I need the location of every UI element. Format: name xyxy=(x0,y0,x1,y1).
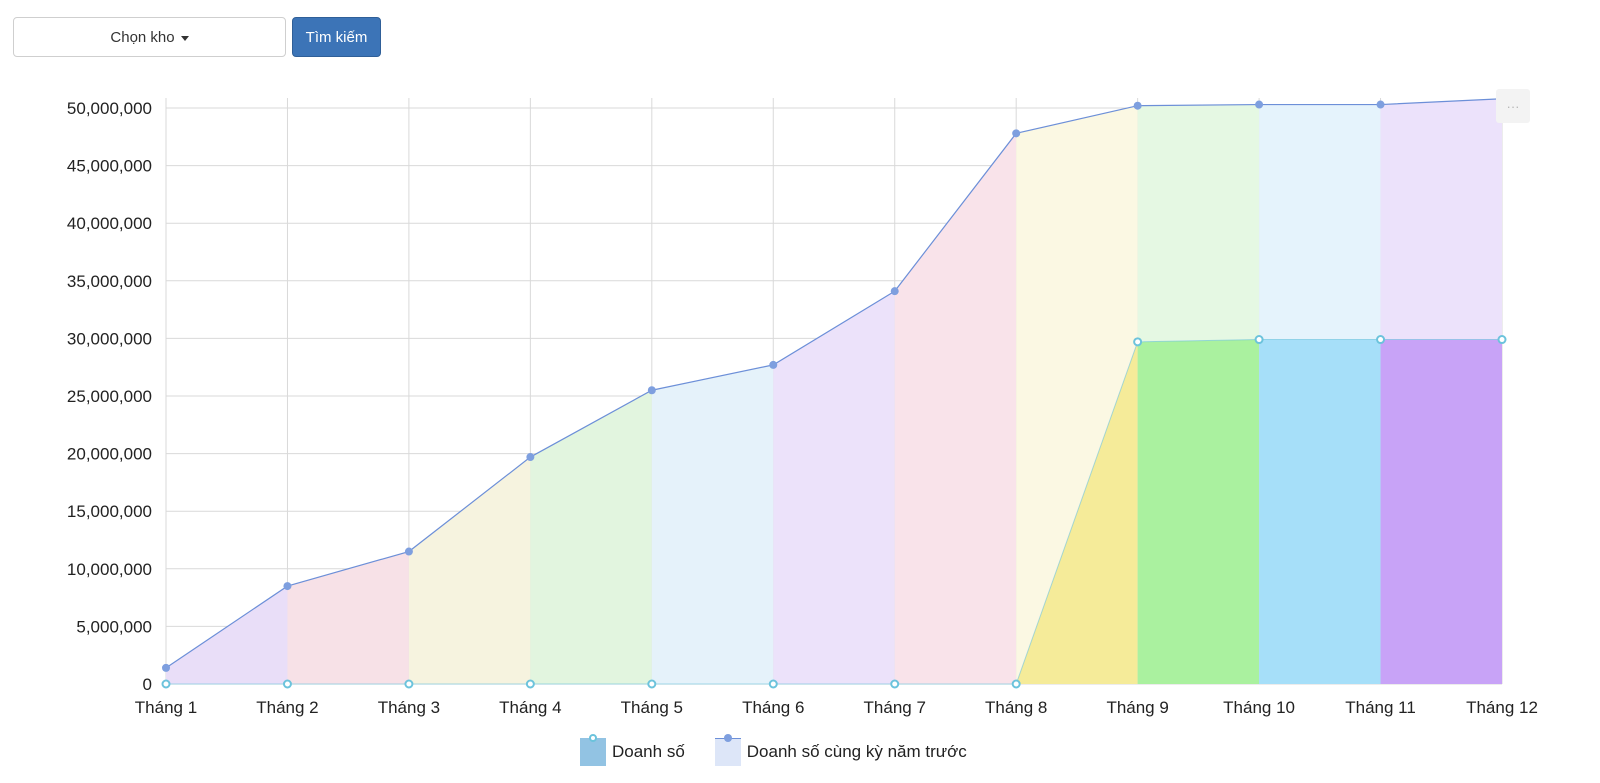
data-point-previous xyxy=(890,287,899,296)
legend-item-previous[interactable]: Doanh số cùng kỳ năm trước xyxy=(714,734,967,766)
legend-label-previous: Doanh số cùng kỳ năm trước xyxy=(746,742,967,761)
x-tick-label: Tháng 4 xyxy=(499,698,561,717)
x-tick-label: Tháng 6 xyxy=(742,698,804,717)
x-tick-label: Tháng 1 xyxy=(135,698,197,717)
series-line-current xyxy=(166,339,1502,685)
data-point-current xyxy=(404,679,414,689)
area-band-previous xyxy=(894,133,1017,684)
area-band-previous xyxy=(773,291,895,684)
data-point-previous xyxy=(647,386,656,395)
x-tick-label: Tháng 3 xyxy=(378,698,440,717)
data-point-previous xyxy=(1255,100,1264,109)
x-tick-label: Tháng 11 xyxy=(1345,698,1416,717)
data-point-current xyxy=(1497,335,1507,345)
area-band-current xyxy=(1380,339,1502,684)
x-tick-label: Tháng 12 xyxy=(1466,698,1538,717)
area-band-previous xyxy=(1016,105,1138,685)
warehouse-select-label: Chọn kho xyxy=(110,28,175,46)
area-band-current xyxy=(1016,341,1138,684)
area-band-previous xyxy=(530,390,652,684)
chart-legend: Doanh số Doanh số cùng kỳ năm trước xyxy=(580,734,967,766)
area-band-previous xyxy=(1137,104,1260,342)
area-band-previous xyxy=(1380,98,1502,340)
chart-menu-button[interactable]: ··· xyxy=(1496,89,1530,123)
legend-swatch-current xyxy=(580,734,606,766)
y-tick-label: 5,000,000 xyxy=(76,617,152,636)
data-point-previous xyxy=(526,453,535,462)
warehouse-select[interactable]: Chọn kho xyxy=(13,17,286,57)
toolbar: Chọn kho Tìm kiếm xyxy=(13,17,381,57)
data-point-current xyxy=(1133,337,1143,347)
y-tick-label: 15,000,000 xyxy=(67,502,152,521)
legend-item-current[interactable]: Doanh số xyxy=(580,734,685,766)
data-point-previous xyxy=(404,547,413,556)
data-point-previous xyxy=(283,582,292,591)
data-point-current xyxy=(1376,335,1386,345)
y-tick-label: 35,000,000 xyxy=(67,272,152,291)
x-tick-label: Tháng 9 xyxy=(1106,698,1168,717)
area-band-previous xyxy=(651,364,774,684)
y-tick-label: 30,000,000 xyxy=(67,329,152,348)
area-band-previous xyxy=(1259,104,1381,340)
data-point-current xyxy=(647,679,657,689)
data-point-previous xyxy=(1133,101,1142,110)
data-point-current xyxy=(1254,335,1264,345)
y-tick-label: 50,000,000 xyxy=(67,99,152,118)
legend-swatch-previous xyxy=(714,734,741,766)
data-point-current xyxy=(161,679,171,689)
y-tick-label: 20,000,000 xyxy=(67,445,152,464)
data-point-previous xyxy=(769,360,778,369)
x-tick-label: Tháng 2 xyxy=(256,698,318,717)
data-point-previous xyxy=(1376,100,1385,109)
data-point-current xyxy=(768,679,778,689)
area-band-previous xyxy=(408,457,531,684)
search-button[interactable]: Tìm kiếm xyxy=(292,17,381,57)
y-tick-label: 45,000,000 xyxy=(67,157,152,176)
y-tick-label: 25,000,000 xyxy=(67,387,152,406)
caret-down-icon xyxy=(180,35,189,41)
x-tick-label: Tháng 7 xyxy=(864,698,926,717)
x-tick-label: Tháng 5 xyxy=(621,698,683,717)
legend-label-current: Doanh số xyxy=(612,742,685,761)
area-band-previous xyxy=(166,586,288,684)
x-tick-label: Tháng 8 xyxy=(985,698,1047,717)
data-point-current xyxy=(1011,679,1021,689)
data-point-previous xyxy=(162,663,170,672)
y-tick-label: 0 xyxy=(143,675,152,694)
x-tick-label: Tháng 10 xyxy=(1223,698,1295,717)
legend-marker-previous xyxy=(723,734,732,742)
area-band-current xyxy=(1137,339,1260,684)
y-tick-label: 10,000,000 xyxy=(67,560,152,579)
area-band-previous xyxy=(287,551,409,684)
data-point-previous xyxy=(1012,129,1021,138)
series-line-previous xyxy=(165,98,1503,669)
data-point-current xyxy=(282,679,292,689)
y-tick-label: 40,000,000 xyxy=(67,214,152,233)
data-point-current xyxy=(890,679,900,689)
area-band-current xyxy=(1259,339,1381,684)
legend-marker-current xyxy=(589,734,597,742)
data-point-current xyxy=(525,679,535,689)
